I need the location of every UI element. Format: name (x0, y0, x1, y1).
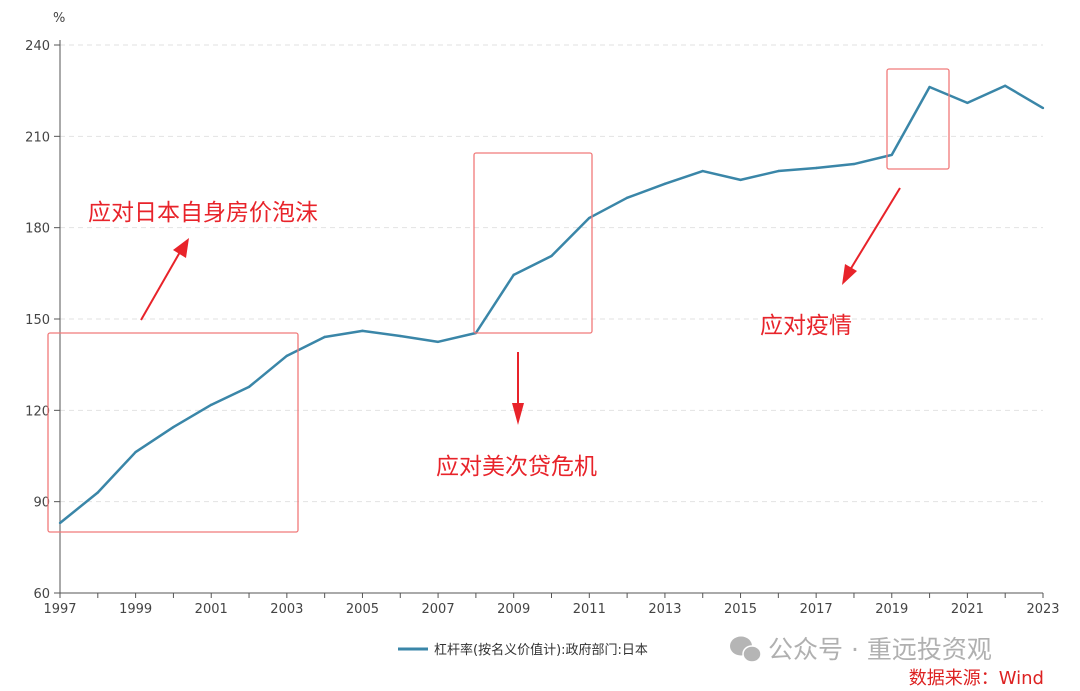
x-tick-label: 2019 (875, 602, 908, 617)
x-tick-label: 2003 (270, 602, 303, 617)
y-tick-labels: 60 90 120 150 180 210 240 (25, 39, 50, 602)
x-tick-label: 1999 (119, 602, 152, 617)
annotation-text-housing-bubble: 应对日本自身房价泡沫 (88, 200, 318, 226)
watermark-text: 公众号 · 重远投资观 (768, 635, 992, 664)
x-tick-label: 2009 (497, 602, 530, 617)
y-tick-label: 180 (25, 222, 50, 237)
grid-lines (60, 44, 1043, 503)
x-tick-label: 1997 (43, 602, 76, 617)
x-tick-label: 2005 (346, 602, 379, 617)
data-point-2012 (625, 196, 629, 200)
annotation-box-2019-2020 (886, 68, 950, 170)
data-point-2019 (890, 153, 893, 157)
series-points (58, 84, 1045, 525)
data-point-2000 (172, 425, 175, 429)
legend-label: 杠杆率(按名义价值计):政府部门:日本 (434, 642, 648, 658)
x-tick-label: 2015 (724, 602, 757, 617)
data-point-1999 (134, 450, 137, 454)
data-point-2007 (436, 340, 440, 344)
y-tick-label: 90 (33, 496, 50, 511)
data-point-2016 (777, 169, 780, 173)
data-point-2022 (1003, 84, 1007, 87)
y-tick-label: 240 (25, 39, 50, 54)
data-point-2015 (739, 178, 742, 182)
x-tick-label: 2001 (195, 602, 228, 617)
data-point-2005 (361, 329, 364, 333)
data-point-1998 (96, 491, 100, 494)
wechat-icon (730, 636, 762, 663)
y-tick-label: 120 (25, 404, 50, 419)
legend: 杠杆率(按名义价值计):政府部门:日本 (398, 642, 648, 658)
y-tick-label: 60 (33, 587, 50, 602)
data-point-2017 (814, 166, 818, 170)
data-point-2021 (966, 101, 969, 105)
arrow-icon-up-right (140, 238, 189, 321)
arrow-icon-down (512, 352, 524, 425)
x-tick-label: 2013 (648, 602, 681, 617)
data-point-2009 (512, 273, 515, 277)
data-point-2004 (323, 335, 326, 339)
source-text: 数据来源：Wind (909, 668, 1044, 689)
data-point-2002 (247, 385, 251, 389)
data-point-2006 (399, 334, 402, 338)
axes (54, 40, 1044, 598)
data-point-2003 (285, 354, 289, 358)
annotation-box-1997-2003 (47, 332, 299, 533)
y-tick-label: 150 (25, 313, 50, 328)
data-point-1997 (58, 521, 62, 525)
data-point-2013 (663, 182, 667, 186)
arrow-icon-down-left (842, 187, 901, 285)
data-point-2020 (928, 85, 931, 89)
x-tick-label: 2007 (422, 602, 455, 617)
y-axis-unit: % (53, 11, 65, 26)
x-tick-label: 2011 (573, 602, 606, 617)
x-tick-labels: 1997 1999 2001 2003 2005 2007 2009 2011 2013 2015… (43, 602, 1059, 617)
annotation-text-subprime-crisis: 应对美次贷危机 (436, 454, 597, 480)
data-point-2010 (550, 254, 553, 258)
y-tick-label: 210 (25, 130, 50, 145)
annotation-box-2008-2011 (473, 152, 593, 334)
data-point-2014 (701, 169, 704, 173)
annotation-text-pandemic: 应对疫情 (760, 313, 852, 339)
x-tick-label: 2017 (800, 602, 833, 617)
data-point-2011 (588, 216, 591, 220)
x-tick-label: 2023 (1026, 602, 1059, 617)
data-point-2001 (210, 403, 213, 407)
data-point-2018 (852, 162, 856, 166)
x-tick-label: 2021 (951, 602, 984, 617)
data-point-2023 (1041, 106, 1045, 110)
